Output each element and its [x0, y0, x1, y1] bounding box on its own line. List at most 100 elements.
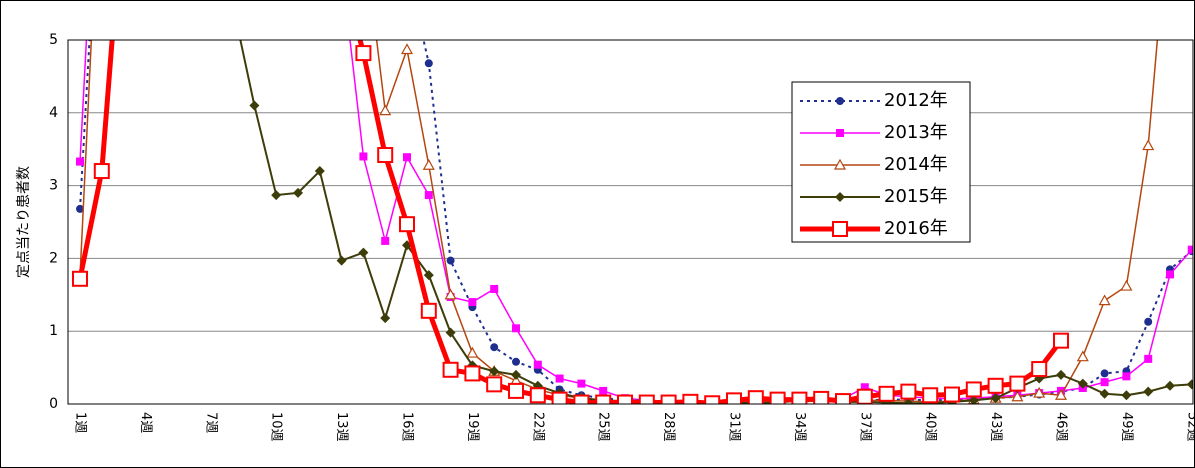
marker: [747, 390, 764, 404]
x-tick-label: 19週: [465, 412, 480, 442]
marker: [769, 391, 786, 404]
marker: [355, 45, 372, 62]
marker: [1142, 139, 1155, 151]
x-tick-label: 25週: [596, 412, 611, 442]
marker: [1121, 390, 1132, 401]
marker: [529, 387, 546, 404]
marker: [682, 393, 699, 404]
marker: [486, 376, 503, 393]
marker: [1120, 279, 1133, 291]
legend-label: 2012年: [884, 90, 948, 111]
marker: [860, 383, 869, 392]
x-tick-label: 4週: [138, 412, 153, 433]
marker: [968, 395, 979, 404]
marker: [403, 153, 411, 162]
marker: [446, 256, 455, 265]
legend-label: 2016年: [884, 218, 948, 239]
marker: [468, 298, 477, 307]
marker: [900, 383, 917, 400]
marker: [1033, 386, 1046, 398]
y-tick-label: 3: [49, 178, 58, 194]
marker: [379, 104, 392, 116]
marker: [533, 360, 542, 369]
marker: [76, 157, 84, 166]
x-tick-label: 40週: [923, 412, 938, 442]
marker: [704, 395, 721, 404]
marker: [1053, 332, 1069, 349]
x-tick-label: 49週: [1119, 412, 1134, 442]
marker: [835, 393, 851, 404]
marker: [1187, 245, 1193, 254]
marker: [660, 394, 677, 404]
marker: [399, 216, 415, 233]
y-tick-label: 2: [49, 250, 58, 266]
marker: [511, 369, 521, 380]
marker: [1144, 354, 1153, 363]
marker: [293, 187, 303, 198]
marker: [464, 365, 481, 382]
marker: [490, 343, 499, 352]
legend-marker: [833, 158, 847, 170]
x-tick-label: 22週: [530, 412, 545, 442]
x-tick-label: 16週: [400, 412, 415, 442]
x-tick-label: 1週: [73, 412, 88, 433]
marker: [573, 394, 590, 404]
series-line: [79, 40, 1193, 403]
legend-label: 2013年: [884, 122, 948, 143]
x-tick-label: 37週: [857, 412, 872, 442]
y-tick-label: 4: [49, 105, 58, 121]
marker: [1098, 294, 1111, 306]
marker: [466, 346, 479, 358]
marker: [424, 191, 433, 200]
marker: [726, 392, 742, 404]
marker: [856, 388, 873, 404]
marker: [555, 374, 564, 383]
marker: [381, 236, 390, 245]
y-tick-label: 5: [49, 32, 58, 48]
marker: [512, 324, 520, 333]
marker: [271, 190, 282, 201]
x-tick-label: 52週: [1184, 412, 1195, 442]
marker: [377, 147, 394, 164]
x-tick-label: 13週: [334, 412, 349, 442]
marker: [813, 390, 830, 404]
marker: [551, 391, 568, 404]
marker: [489, 366, 500, 377]
marker: [442, 361, 459, 378]
marker: [1100, 378, 1109, 387]
marker: [944, 386, 960, 403]
marker: [1143, 386, 1154, 397]
marker: [878, 385, 895, 402]
marker: [791, 391, 808, 404]
x-tick-label: 31週: [727, 412, 742, 442]
marker: [987, 377, 1004, 394]
marker: [1100, 369, 1109, 378]
legend: [791, 81, 971, 243]
marker: [599, 386, 608, 395]
y-tick-label: 0: [49, 396, 58, 412]
marker: [990, 393, 1001, 404]
marker: [512, 357, 520, 366]
x-tick-label: 28週: [661, 412, 676, 442]
legend-marker: [835, 192, 845, 202]
marker: [1009, 375, 1026, 392]
marker: [314, 166, 325, 177]
plot-frame: [67, 39, 1194, 405]
marker: [1056, 369, 1066, 380]
marker: [445, 327, 456, 338]
x-tick-label: 10週: [269, 412, 284, 442]
marker: [400, 43, 414, 55]
y-tick-label: 1: [49, 323, 58, 339]
legend-marker: [832, 221, 848, 237]
marker: [965, 381, 982, 398]
marker: [444, 288, 457, 300]
marker: [1099, 388, 1110, 399]
marker: [1144, 317, 1153, 326]
marker: [1186, 379, 1193, 390]
x-tick-label: 7週: [203, 412, 218, 433]
marker: [508, 382, 524, 399]
x-tick-label: 34週: [792, 412, 807, 442]
marker: [1165, 380, 1175, 391]
marker: [424, 59, 433, 68]
